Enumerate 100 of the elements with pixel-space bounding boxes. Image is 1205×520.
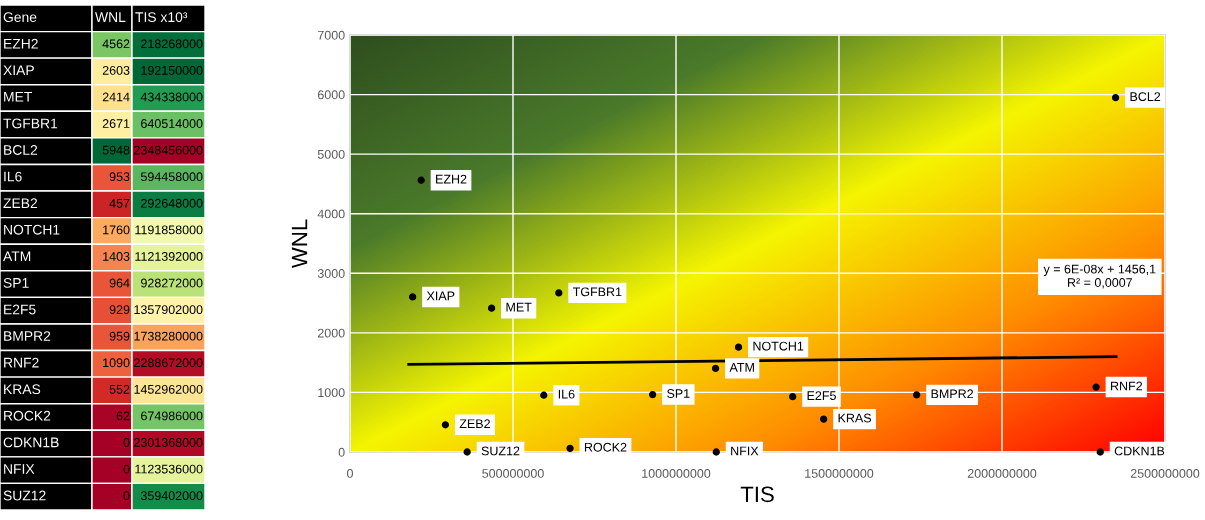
data-label: 2414 (102, 92, 130, 102)
data-label: 1090 (103, 358, 130, 368)
y-tick-label: CDKN1B (3, 437, 59, 448)
y-tick-label: 7000 (317, 30, 345, 40)
point (417, 176, 425, 184)
data-label: 5948 (102, 145, 130, 155)
x-tick-label: 1500000000 (805, 469, 874, 478)
annotation: ATM (729, 363, 754, 372)
data-label: 1760 (103, 225, 130, 235)
data-label: 2301368000 (134, 438, 203, 447)
point (712, 448, 720, 456)
data-label: 674986000 (141, 411, 203, 421)
annotation: BMPR2 (931, 389, 974, 399)
x-tick-label: 2000000000 (967, 469, 1037, 478)
data-label: 292648000 (141, 198, 203, 208)
y-tick-label: 6000 (317, 90, 345, 100)
y-tick-label: KRAS (4, 384, 41, 395)
annotation: BCL2 (1130, 92, 1161, 102)
annotation: NFIX (731, 446, 759, 456)
data-label: 1123536000 (135, 464, 203, 474)
y-tick-label: RNF2 (4, 357, 39, 368)
point (1111, 94, 1120, 102)
data-label: 1452962000 (134, 384, 203, 394)
y-tick-label: ATM (3, 251, 31, 262)
y-tick-label: 5000 (317, 149, 345, 159)
annotation: ZEB2 (459, 419, 490, 429)
x-tick-label: TIS x10³ (135, 12, 188, 23)
y-tick-label: BCL2 (4, 145, 38, 155)
data-label: 1357902000 (134, 305, 203, 315)
point (913, 391, 921, 399)
data-label: 2603 (102, 65, 130, 75)
data-label: 953 (109, 172, 130, 182)
point (487, 304, 496, 312)
data-label: 1738280000 (134, 331, 203, 341)
annotation: E2F5 (807, 391, 836, 401)
point (734, 343, 743, 351)
data-label: 552 (109, 384, 130, 394)
annotation: IL6 (558, 389, 575, 399)
point (540, 391, 548, 399)
x-axis-title: TIS (740, 486, 774, 503)
annotation: KRAS (838, 413, 872, 423)
data-label: 2671 (102, 119, 130, 128)
y-tick-label: NFIX (4, 464, 35, 474)
point (555, 289, 563, 297)
y-tick-label: SUZ12 (3, 490, 46, 501)
annotation: ROCK2 (584, 442, 627, 452)
point (1092, 383, 1100, 391)
annotation: y = 6E-08x + 1456,1 R² = 0,0007 (1043, 264, 1156, 289)
data-label: 0 (123, 491, 130, 501)
annotation: SP1 (667, 389, 690, 398)
y-tick-label: SP1 (3, 277, 29, 288)
data-label: 62 (116, 411, 130, 421)
point (463, 448, 471, 456)
point (1096, 448, 1104, 456)
y-axis-title: WNL (291, 219, 308, 269)
point (711, 364, 720, 373)
y-tick-label: 4000 (317, 209, 345, 219)
y-tick-label: E2F5 (4, 304, 36, 315)
point (789, 393, 797, 401)
y-axis-title: Gene (3, 12, 37, 23)
point (820, 415, 828, 423)
data-label: 434338000 (140, 92, 203, 102)
y-tick-label: XIAP (3, 65, 34, 76)
data-label: 4562 (102, 39, 130, 49)
data-label: 2288672000 (134, 358, 203, 368)
y-tick-label: ZEB2 (3, 198, 38, 208)
annotation: SUZ12 (481, 446, 520, 456)
data-label: 218268000 (141, 39, 203, 49)
data-label: 594458000 (140, 172, 203, 182)
data-label: 964 (109, 278, 130, 288)
x-tick-label: 500000000 (482, 469, 544, 478)
y-tick-label: ROCK2 (4, 410, 51, 421)
annotation: XIAP (426, 291, 455, 301)
data-label: 359402000 (140, 491, 203, 501)
y-tick-label: BMPR2 (4, 331, 51, 341)
y-tick-label: 0 (338, 447, 345, 457)
x-tick-label: 2500000000 (1130, 469, 1200, 478)
point (441, 421, 450, 429)
y-tick-label: MET (4, 92, 32, 102)
data-label: 192150000 (141, 65, 203, 75)
annotation: TGFBR1 (572, 287, 622, 297)
annotation: CDKN1B (1114, 446, 1165, 456)
point (408, 293, 417, 301)
data-label: 1403 (103, 252, 130, 261)
annotation: MET (506, 302, 532, 312)
x-tick-label: 1000000000 (642, 469, 711, 478)
y-tick-label: TGFBR1 (3, 118, 58, 129)
data-label: 928272000 (141, 278, 203, 288)
data-label: 929 (109, 305, 130, 315)
y-tick-label: EZH2 (4, 38, 38, 49)
annotation: RNF2 (1111, 381, 1143, 391)
data-label: 959 (109, 331, 130, 341)
annotation: EZH2 (436, 174, 467, 184)
data-label: 0 (123, 438, 130, 447)
point (648, 390, 657, 399)
x-tick-label: 0 (347, 469, 353, 478)
y-tick-label: NOTCH1 (4, 224, 60, 235)
data-label: 1191858000 (135, 225, 203, 235)
data-label: 640514000 (141, 119, 203, 128)
y-tick-label: IL6 (4, 171, 22, 182)
